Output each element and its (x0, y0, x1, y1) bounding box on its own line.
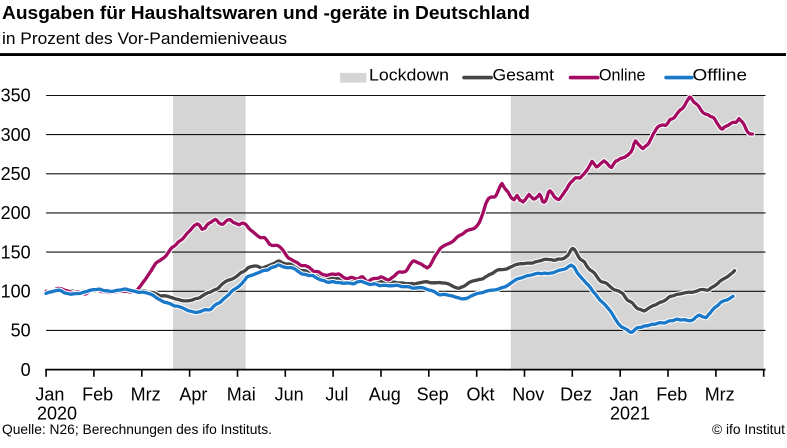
svg-text:300: 300 (1, 125, 31, 145)
svg-text:Quelle: N26; Berechnungen des: Quelle: N26; Berechnungen des ifo Instit… (2, 422, 272, 437)
svg-text:Jun: Jun (275, 385, 304, 405)
svg-text:Jan: Jan (35, 385, 64, 405)
svg-text:150: 150 (1, 242, 31, 262)
svg-text:Gesamt: Gesamt (493, 66, 555, 84)
svg-text:50: 50 (11, 321, 31, 341)
svg-text:Dez: Dez (560, 385, 592, 405)
svg-text:Apr: Apr (179, 385, 207, 405)
svg-text:Jan: Jan (609, 385, 638, 405)
svg-text:Ausgaben für Haushaltswaren un: Ausgaben für Haushaltswaren und -geräte … (2, 2, 530, 23)
svg-text:200: 200 (1, 203, 31, 223)
svg-text:Sep: Sep (417, 385, 449, 405)
svg-text:Lockdown: Lockdown (369, 66, 449, 84)
svg-text:Mrz: Mrz (131, 385, 161, 405)
svg-text:Mrz: Mrz (705, 385, 735, 405)
svg-text:Okt: Okt (466, 385, 494, 405)
svg-text:0: 0 (21, 360, 31, 380)
svg-text:2021: 2021 (610, 404, 650, 424)
svg-text:in Prozent des Vor-Pandemieniv: in Prozent des Vor-Pandemieniveaus (2, 29, 287, 48)
svg-text:Aug: Aug (369, 385, 401, 405)
svg-text:2020: 2020 (37, 404, 77, 424)
svg-text:Online: Online (599, 66, 646, 84)
svg-text:Offline: Offline (693, 66, 748, 84)
svg-text:350: 350 (1, 86, 31, 106)
svg-text:Feb: Feb (656, 385, 687, 405)
svg-text:Mai: Mai (227, 385, 256, 405)
svg-text:100: 100 (1, 282, 31, 302)
svg-text:© ifo Institut: © ifo Institut (712, 422, 785, 437)
svg-text:Jul: Jul (325, 385, 348, 405)
svg-text:Nov: Nov (512, 385, 544, 405)
svg-text:250: 250 (1, 164, 31, 184)
svg-text:Feb: Feb (82, 385, 113, 405)
